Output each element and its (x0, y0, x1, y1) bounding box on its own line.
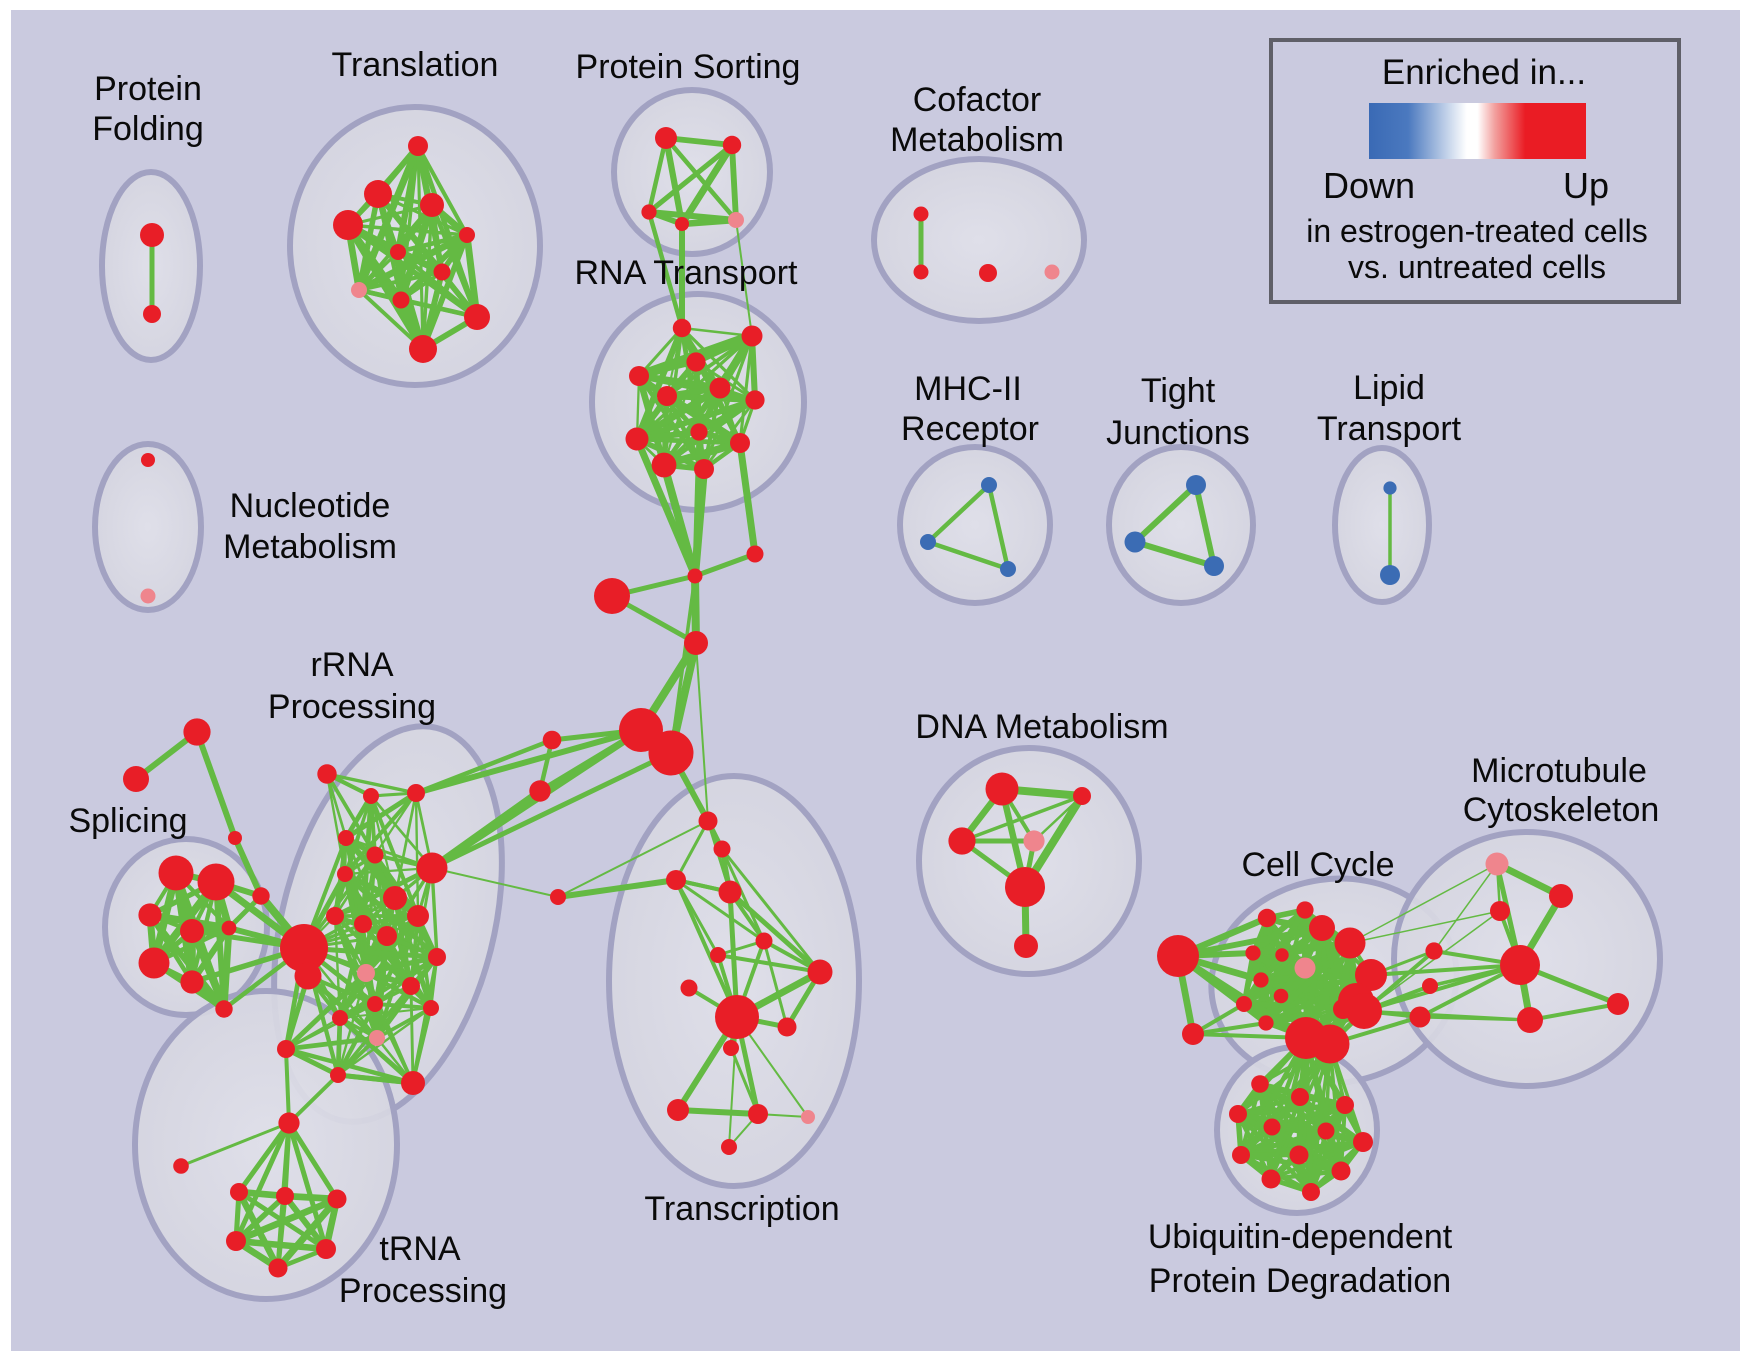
svg-text:Cell Cycle: Cell Cycle (1241, 846, 1394, 884)
svg-text:Protein Sorting: Protein Sorting (576, 48, 801, 86)
svg-text:Nucleotide: Nucleotide (230, 487, 391, 525)
svg-text:Folding: Folding (92, 110, 204, 148)
svg-text:Down: Down (1323, 165, 1415, 206)
svg-text:DNA Metabolism: DNA Metabolism (915, 708, 1168, 746)
svg-text:Tight: Tight (1141, 372, 1216, 410)
svg-text:Up: Up (1563, 165, 1609, 206)
svg-text:rRNA: rRNA (310, 646, 393, 684)
svg-text:tRNA: tRNA (379, 1230, 461, 1268)
svg-text:Ubiquitin-dependent: Ubiquitin-dependent (1148, 1218, 1453, 1256)
svg-text:Processing: Processing (339, 1272, 507, 1310)
svg-text:Processing: Processing (268, 688, 436, 726)
svg-text:Metabolism: Metabolism (890, 121, 1064, 159)
svg-text:Protein: Protein (94, 70, 202, 108)
svg-text:Junctions: Junctions (1106, 414, 1250, 452)
svg-text:vs. untreated cells: vs. untreated cells (1348, 249, 1606, 285)
svg-text:Translation: Translation (332, 46, 499, 84)
svg-text:Transport: Transport (1317, 410, 1462, 448)
svg-text:Protein Degradation: Protein Degradation (1149, 1262, 1451, 1300)
svg-text:Receptor: Receptor (901, 410, 1039, 448)
svg-text:Lipid: Lipid (1353, 369, 1425, 407)
svg-text:Splicing: Splicing (68, 802, 187, 840)
svg-text:Enriched in...: Enriched in... (1382, 53, 1586, 92)
svg-text:Microtubule: Microtubule (1471, 752, 1647, 790)
svg-text:RNA Transport: RNA Transport (575, 254, 799, 292)
svg-text:Cofactor: Cofactor (913, 81, 1042, 119)
svg-text:Transcription: Transcription (644, 1190, 839, 1228)
svg-text:Cytoskeleton: Cytoskeleton (1463, 791, 1660, 829)
svg-text:in estrogen-treated cells: in estrogen-treated cells (1306, 213, 1648, 249)
svg-text:MHC-II: MHC-II (914, 370, 1022, 408)
svg-text:Metabolism: Metabolism (223, 528, 397, 566)
